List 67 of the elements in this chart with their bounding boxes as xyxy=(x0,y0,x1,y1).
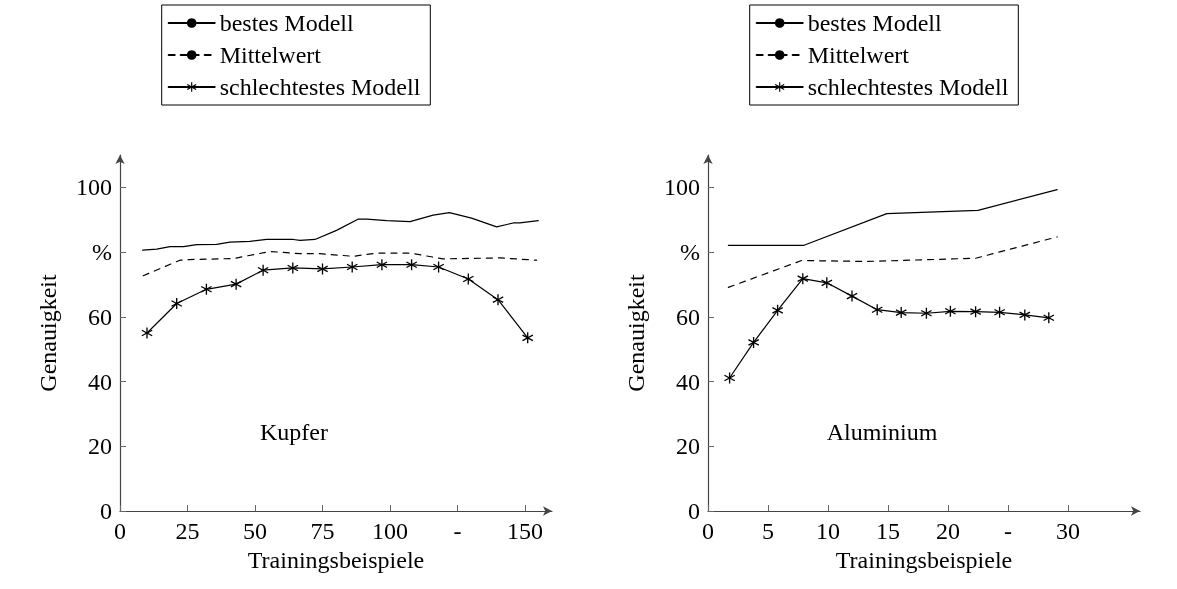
point xyxy=(522,332,534,344)
annotation: Aluminium xyxy=(826,419,938,445)
y-tick-label: 40 xyxy=(88,368,112,395)
x-tick-label: 30 xyxy=(1056,518,1080,544)
point xyxy=(772,304,784,316)
point xyxy=(287,262,299,274)
point xyxy=(462,273,474,285)
line-series xyxy=(142,212,539,251)
point xyxy=(821,277,833,289)
legend-label: Mittelwert xyxy=(807,42,910,68)
x-tick-label: 25 xyxy=(175,518,200,544)
annotation: Kupfer xyxy=(260,419,328,445)
point xyxy=(492,294,504,306)
point xyxy=(406,259,418,271)
y-tick-label: 20 xyxy=(676,433,700,460)
x-tick-label: 75 xyxy=(310,518,335,544)
point xyxy=(895,307,907,319)
x-axis-title: Trainingsbeispiele xyxy=(835,546,1013,573)
y-tick-label: 100 xyxy=(664,174,700,201)
x-tick-label: 150 xyxy=(507,518,543,544)
point xyxy=(724,372,736,384)
y-tick-label: 40 xyxy=(676,368,700,395)
legend-label: Mittelwert xyxy=(219,42,322,68)
legend-label: bestes Modell xyxy=(219,10,355,36)
point xyxy=(748,336,760,348)
y-axis-title: Genauigkeit xyxy=(623,274,649,392)
x-tick-label: - xyxy=(1004,518,1012,544)
point xyxy=(257,264,269,276)
point xyxy=(200,283,212,295)
point xyxy=(970,306,982,318)
x-tick-label: - xyxy=(453,518,462,544)
legend-label: schlechtestes Modell xyxy=(219,74,421,100)
y-tick-label: 60 xyxy=(676,303,700,330)
x-tick-label: 100 xyxy=(372,518,408,544)
point xyxy=(230,278,242,290)
point xyxy=(376,259,388,271)
point xyxy=(1043,312,1055,324)
x-tick-label: 50 xyxy=(243,518,267,544)
point xyxy=(944,305,956,317)
y-tick-label: % xyxy=(680,239,700,266)
point xyxy=(1019,309,1031,321)
line-series xyxy=(727,236,1058,288)
line-series xyxy=(727,189,1058,246)
y-tick-label: 0 xyxy=(688,498,700,524)
y-tick-label: % xyxy=(92,239,112,266)
x-tick-label: 15 xyxy=(876,518,900,544)
x-tick-label: 5 xyxy=(762,518,774,544)
point xyxy=(920,307,932,319)
x-tick-label: 20 xyxy=(936,518,960,544)
point xyxy=(171,298,183,310)
point xyxy=(433,261,445,273)
y-tick-label: 100 xyxy=(76,174,112,201)
y-tick-label: 60 xyxy=(88,303,112,330)
point xyxy=(994,306,1006,318)
point xyxy=(871,304,883,316)
point xyxy=(846,290,858,302)
point xyxy=(797,273,809,285)
legend-label: schlechtestes Modell xyxy=(807,74,1009,100)
y-axis-title: Genauigkeit xyxy=(35,274,61,392)
line-series xyxy=(142,250,538,277)
y-tick-label: 20 xyxy=(88,433,112,460)
point xyxy=(141,327,153,339)
legend-label: bestes Modell xyxy=(807,10,943,36)
point xyxy=(317,263,328,275)
x-axis-title: Trainingsbeispiele xyxy=(247,546,425,573)
x-tick-label: 10 xyxy=(816,518,840,544)
y-tick-label: 0 xyxy=(100,498,112,524)
